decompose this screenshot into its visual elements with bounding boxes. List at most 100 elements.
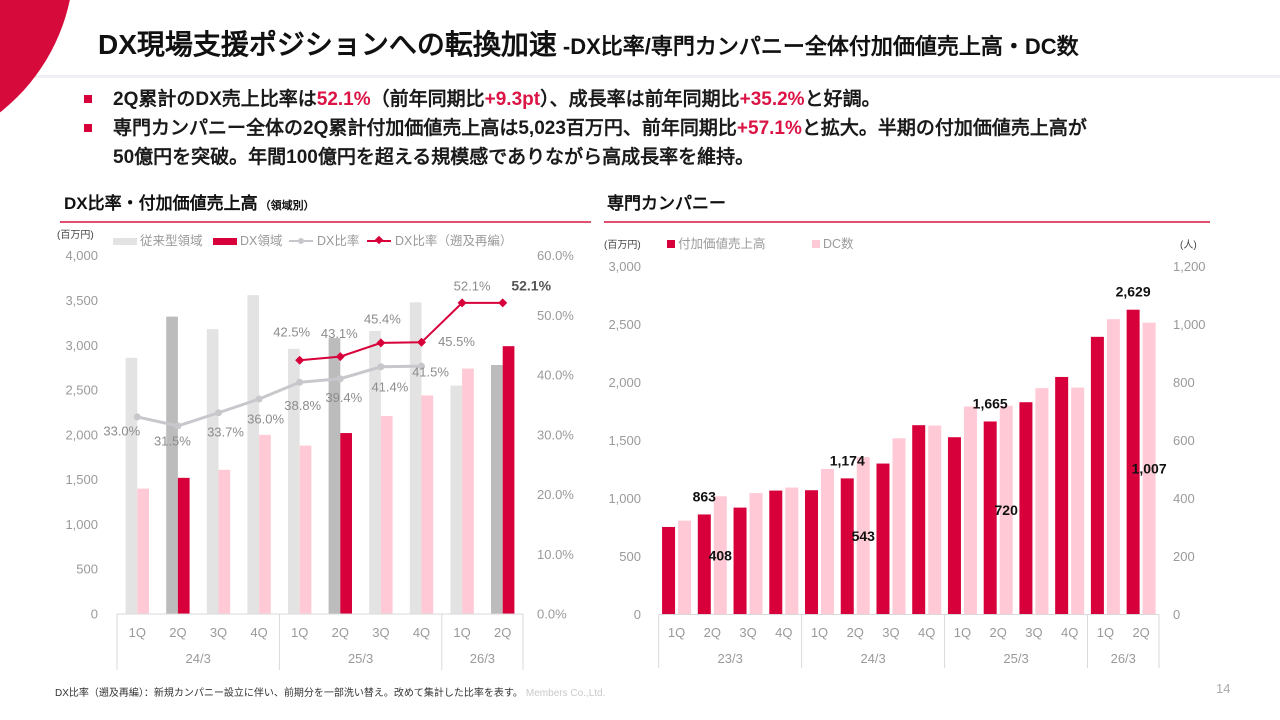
y2-axis-tick-label: 800 bbox=[1173, 375, 1195, 390]
x-axis-tick-label: 1Q bbox=[954, 625, 971, 640]
section-divider-left bbox=[60, 221, 591, 223]
bullet-highlight: +57.1% bbox=[736, 118, 802, 139]
data-label-value-added-sales: 1,174 bbox=[830, 452, 865, 468]
left-chart-unit-label: (百万円) bbox=[57, 230, 94, 241]
data-label-dx-ratio-restated: 43.1% bbox=[321, 326, 358, 341]
bar-value-added-sales bbox=[947, 437, 961, 615]
line-dx-ratio bbox=[136, 364, 422, 428]
legend-swatch-value-added-sales bbox=[667, 240, 675, 248]
x-axis-tick-label: 2Q bbox=[169, 625, 186, 640]
legend-swatch-dc-count bbox=[812, 240, 820, 248]
bar-dc-count bbox=[785, 487, 799, 615]
bar-value-added-sales bbox=[983, 421, 997, 615]
y2-axis-tick-label: 20.0% bbox=[537, 487, 574, 502]
bullet-text: 専門カンパニー全体の2Q累計付加価値売上高は5,023百万円、前年同期比 bbox=[113, 118, 737, 139]
y2-axis-tick-label: 60.0% bbox=[537, 248, 574, 263]
bullet-highlight: +35.2% bbox=[739, 89, 805, 110]
y2-axis-tick-label: 400 bbox=[1173, 491, 1195, 506]
bar-dc-count bbox=[1106, 319, 1120, 615]
data-label-dx-ratio: 41.4% bbox=[371, 379, 408, 394]
page-number: 14 bbox=[1216, 681, 1231, 696]
bar-dx bbox=[340, 433, 352, 614]
footnote-text: DX比率（遡及再編）：新規カンパニー設立に伴い、前期分を一部洗い替え。改めて集計… bbox=[55, 688, 523, 699]
x-axis-tick-label: 1Q bbox=[811, 625, 828, 640]
x-axis-tick-label: 1Q bbox=[129, 625, 146, 640]
legend-swatch-conventional bbox=[113, 238, 137, 245]
bar-dx bbox=[421, 395, 434, 614]
legend-label-dx-ratio-restated: DX比率（遡及再編） bbox=[395, 234, 513, 248]
marker-dx-ratio-restated bbox=[376, 338, 386, 348]
page-title: DX現場支援ポジションへの転換加速 -DX比率/専門カンパニー全体付加価値売上高・… bbox=[98, 27, 1079, 68]
bar-dc-count bbox=[856, 457, 870, 615]
bar-dc-count bbox=[678, 520, 692, 615]
y-axis-tick-label: 1,500 bbox=[608, 433, 641, 448]
data-label-dx-ratio-restated: 45.5% bbox=[438, 334, 475, 349]
data-label-value-added-sales: 1,665 bbox=[973, 395, 1008, 411]
bar-conventional bbox=[288, 348, 300, 614]
x-axis-tick-label: 1Q bbox=[291, 625, 308, 640]
marker-dx-ratio-restated bbox=[498, 298, 508, 308]
bullet-text: と好調。 bbox=[804, 89, 881, 110]
y2-axis-tick-label: 1,200 bbox=[1173, 259, 1206, 274]
bar-dc-count bbox=[963, 406, 977, 615]
bullet-highlight: +9.3pt bbox=[484, 89, 541, 110]
data-label-dc-count: 1,007 bbox=[1132, 461, 1167, 477]
legend-line-dot-icon bbox=[289, 236, 313, 246]
section-divider-right bbox=[604, 221, 1210, 223]
y2-axis-tick-label: 0.0% bbox=[537, 607, 567, 622]
y-axis-tick-label: 3,000 bbox=[608, 259, 641, 274]
page-title-main: DX現場支援ポジションへの転換加速 bbox=[98, 29, 557, 60]
bar-dc-count bbox=[1142, 322, 1156, 615]
section-title-text: DX比率・付加価値売上高 bbox=[64, 194, 258, 213]
y2-axis-tick-label: 600 bbox=[1173, 433, 1195, 448]
bullet-square-icon bbox=[84, 124, 92, 132]
x-axis-tick-label: 3Q bbox=[882, 625, 899, 640]
x-axis-tick-label: 3Q bbox=[1025, 625, 1042, 640]
bar-dx bbox=[137, 488, 149, 614]
bar-dx bbox=[380, 416, 393, 614]
bar-dx bbox=[462, 368, 474, 614]
bar-value-added-sales bbox=[662, 526, 676, 615]
x-axis-tick-label: 2Q bbox=[990, 625, 1007, 640]
bar-conventional bbox=[450, 385, 463, 614]
data-label-dx-ratio-restated: 52.1% bbox=[454, 278, 491, 293]
bullet-text: 2Q累計のDX売上比率は bbox=[113, 89, 317, 110]
bar-dc-count bbox=[892, 438, 906, 615]
bar-conventional bbox=[369, 330, 381, 614]
x-axis-tick-label: 2Q bbox=[847, 625, 864, 640]
bar-conventional bbox=[125, 357, 138, 614]
x-axis-group-label: 24/3 bbox=[860, 651, 885, 666]
x-axis-tick-label: 2Q bbox=[332, 625, 349, 640]
specialist-company-chart: 0 500 1,000 1,500 2,000 2,500 3,000 0 200 400 600 8… bbox=[608, 259, 1206, 668]
bar-conventional bbox=[247, 295, 260, 614]
x-axis-tick-label: 1Q bbox=[453, 625, 470, 640]
y-axis-tick-label: 3,000 bbox=[65, 338, 98, 353]
legend-swatch-dx bbox=[213, 238, 237, 245]
y-axis-tick-label: 2,500 bbox=[608, 317, 641, 332]
data-label-dx-ratio: 41.5% bbox=[412, 365, 449, 380]
y-axis-tick-label: 1,000 bbox=[65, 517, 98, 532]
data-label-dx-ratio: 36.0% bbox=[247, 412, 284, 427]
section-title-dx-ratio: DX比率・付加価値売上高 （領域別） bbox=[64, 189, 315, 214]
data-label-dx-ratio-latest: 52.1% bbox=[511, 277, 551, 293]
bar-value-added-sales bbox=[697, 514, 711, 615]
marker-dx-ratio-restated bbox=[457, 298, 467, 308]
company-name: Members Co.,Ltd. bbox=[525, 688, 606, 699]
data-label-dx-ratio-restated: 45.4% bbox=[364, 311, 401, 326]
bullet-item: 専門カンパニー全体の2Q累計付加価値売上高は5,023百万円、前年同期比+57.… bbox=[84, 114, 1224, 172]
legend-label-conventional: 従来型領域 bbox=[140, 234, 203, 248]
bar-dx bbox=[502, 346, 515, 614]
bar-dc-count bbox=[928, 425, 942, 615]
marker-dx-ratio bbox=[336, 375, 344, 383]
legend-label-dc-count: DC数 bbox=[823, 237, 854, 251]
data-label-dx-ratio: 39.4% bbox=[325, 390, 362, 405]
y-axis-tick-label: 2,000 bbox=[608, 375, 641, 390]
bar-dx bbox=[259, 434, 271, 614]
y-axis-tick-label: 3,500 bbox=[65, 293, 98, 308]
marker-dx-ratio bbox=[215, 409, 222, 417]
bullet-text: 50億円を突破。年間100億円を超える規模感でありながら高成長率を維持。 bbox=[113, 147, 755, 168]
marker-dx-ratio bbox=[255, 395, 263, 403]
x-axis-group-label: 25/3 bbox=[1003, 651, 1028, 666]
bullet-text: と拡大。半期の付加価値売上高が bbox=[801, 118, 1087, 139]
bar-conventional bbox=[206, 329, 219, 614]
